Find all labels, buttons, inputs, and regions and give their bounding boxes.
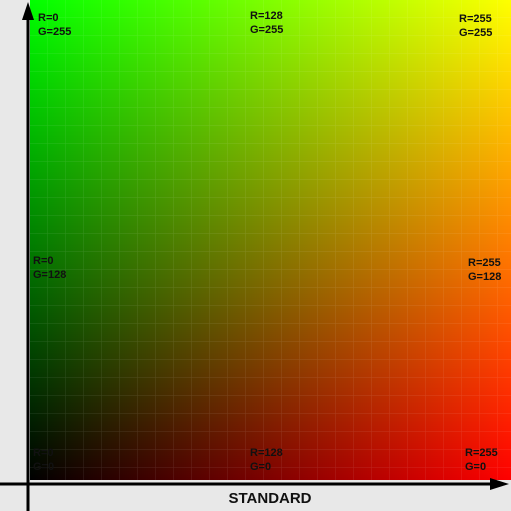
label: R=128 bbox=[250, 10, 283, 22]
label: R=255 bbox=[459, 13, 492, 25]
axis-title: STANDARD bbox=[228, 490, 311, 507]
label: R=255 bbox=[465, 447, 498, 459]
label: G=255 bbox=[459, 27, 492, 39]
label: R=0 bbox=[33, 447, 54, 459]
label: G=255 bbox=[250, 24, 283, 36]
label: G=0 bbox=[33, 461, 54, 473]
label: G=128 bbox=[33, 269, 66, 281]
label: G=255 bbox=[38, 26, 71, 38]
grid bbox=[30, 0, 511, 480]
label: R=0 bbox=[33, 255, 54, 267]
label: R=0 bbox=[38, 12, 59, 24]
y-arrow bbox=[22, 2, 34, 20]
label: R=128 bbox=[250, 447, 283, 459]
label: G=0 bbox=[250, 461, 271, 473]
label: G=0 bbox=[465, 461, 486, 473]
x-arrow bbox=[490, 478, 509, 490]
label: R=255 bbox=[468, 257, 501, 269]
label: G=128 bbox=[468, 271, 501, 283]
